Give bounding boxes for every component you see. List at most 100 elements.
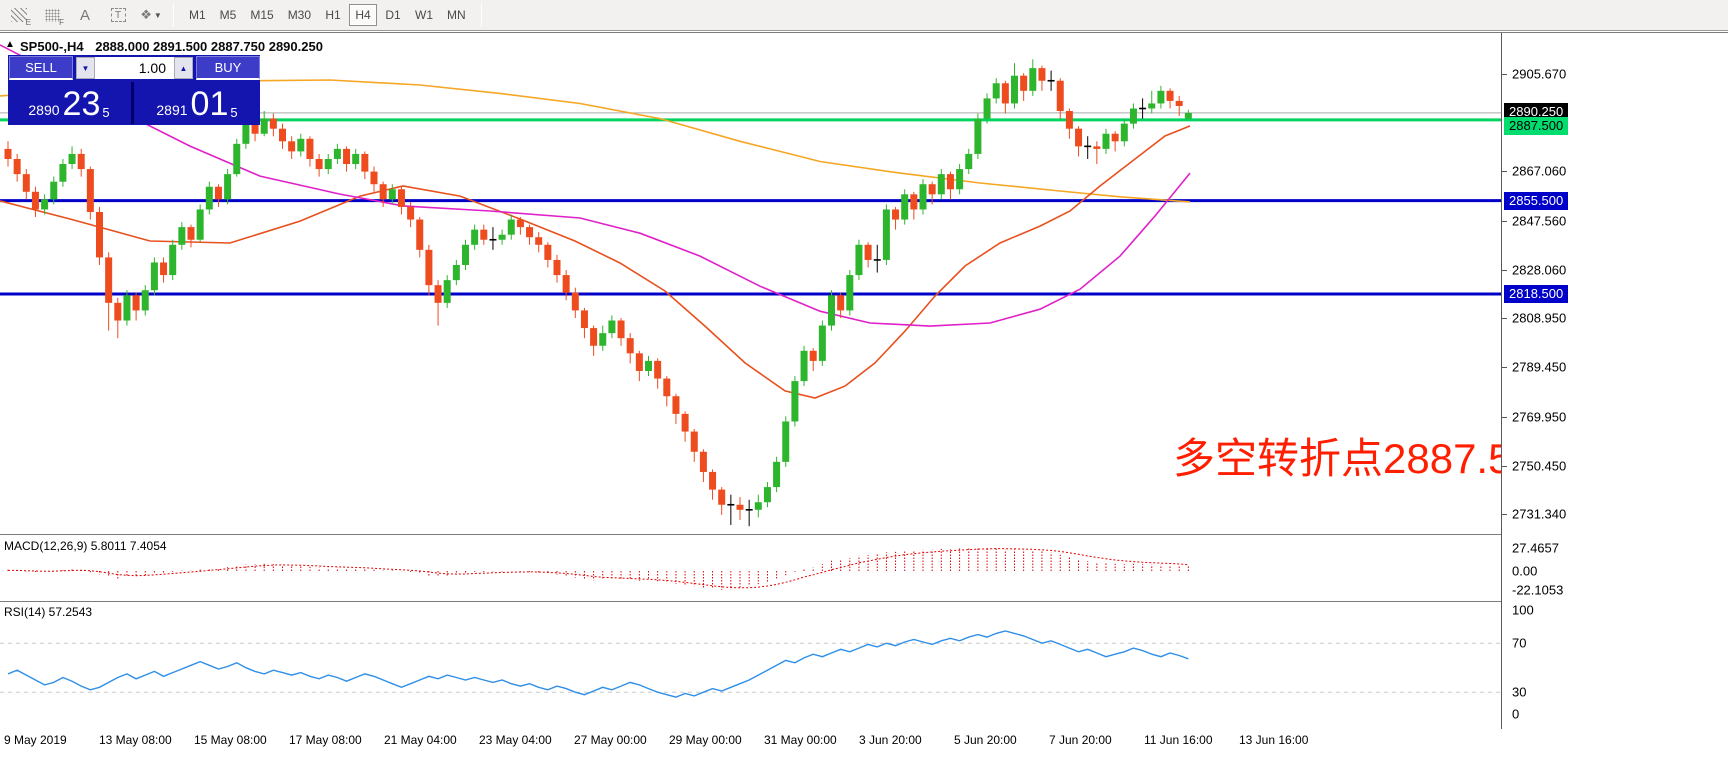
candle-body [1120,123,1128,142]
candle-body [443,280,451,303]
candle-body [306,138,314,159]
price-tick-label: 2905.670 [1512,66,1567,82]
volume-input[interactable]: 1.00 [95,57,174,79]
axis-tick-mark [1502,367,1507,368]
candle-body [635,353,643,371]
toolbar-separator [173,3,174,27]
time-axis[interactable]: 9 May 2019 13 May 08:00 15 May 08:00 17 May… [0,729,1728,751]
candle-body [882,209,890,260]
price-badge-2887.500: 2887.500 [1504,117,1569,135]
candle-body [910,194,918,210]
timeframe-button-d1[interactable]: D1 [385,8,401,22]
axis-tick-mark [1502,514,1507,515]
candle-body [672,396,680,414]
candle-body [892,209,900,220]
candle-body [1065,111,1073,129]
candle-body [626,338,634,354]
candle-body [782,421,790,462]
candle-body [50,181,58,200]
toolbar: E F A T ❖ ▼ M1 M5 M15 M30 H1 H4 D1 W1 MN [0,0,1728,31]
candle-body [864,244,872,260]
candle-body [251,123,259,134]
shapes-icon[interactable]: ❖ ▼ [140,7,162,22]
candle-body [571,292,579,311]
chart-window[interactable]: ▲ SP500-,H4 2888.000 2891.500 2887.750 2… [0,32,1728,751]
candle-body [22,174,30,192]
candle-body [4,148,12,159]
candle-body [590,328,598,346]
candle-body [233,143,241,175]
text-box-icon[interactable]: T [104,3,132,27]
buy-button[interactable]: BUY [196,56,260,80]
macd-pane[interactable] [0,536,1501,601]
candle-body [361,153,369,172]
candle-body [498,234,506,240]
timeframe-button-m30[interactable]: M30 [287,8,312,22]
price-badge-2890.250: 2890.250 [1504,103,1569,121]
candle-body [77,153,85,170]
time-axis-label: 15 May 08:00 [194,733,267,747]
candle-body [1056,80,1064,112]
candle-body [608,320,616,334]
symbol-name: SP500-,H4 [20,39,84,54]
candle-body [324,158,332,170]
volume-increase-button[interactable]: ▲ [174,57,193,79]
pane-divider-1[interactable] [0,534,1728,535]
timeframe-button-m15[interactable]: M15 [250,8,274,22]
candle-body [645,360,652,371]
price-divider [131,82,134,124]
toolbar-separator-2 [480,3,482,27]
candle-body [407,206,415,220]
rsi-pane[interactable] [0,602,1501,729]
candle-body [397,189,405,207]
candle-body [1129,108,1137,124]
time-axis-label: 3 Jun 20:00 [859,733,922,747]
candle-body [1184,112,1192,119]
candle-body [187,227,195,240]
axis-tick-mark [1502,221,1507,222]
candle-body [169,244,177,276]
candle-body [471,229,479,245]
chart-annotation-text[interactable]: 多空转折点2887.5 [1173,435,1512,482]
sell-price[interactable]: 2890 23 5 [8,82,130,124]
main-price-pane[interactable] [0,34,1501,534]
price-tick-label: 2750.450 [1512,458,1567,474]
candle-body [919,184,927,210]
candle-body [1166,90,1174,101]
objects-grid-icon[interactable]: F [38,3,66,27]
candle-body [452,264,460,281]
text-label-icon[interactable]: A [79,6,90,24]
timeframe-button-mn[interactable]: MN [447,8,466,22]
candle-body [205,186,213,210]
timeframe-button-w1[interactable]: W1 [415,8,434,22]
sell-button[interactable]: SELL [9,56,73,80]
candle-body [535,237,543,245]
time-axis-label: 29 May 00:00 [669,733,742,747]
candle-body [214,186,222,200]
timeframe-button-h1[interactable]: H1 [325,8,341,22]
candle-body [507,219,515,235]
axis-tick-mark [1502,466,1507,467]
price-axis[interactable]: 2905.670 2867.060 2847.560 2828.060 2808.950… [1501,33,1728,751]
candle-body [828,295,835,326]
candle-body [901,194,909,220]
candle-body [699,451,707,472]
candle-body [1093,146,1101,149]
candle-body [178,227,186,245]
timeframe-button-m1[interactable]: M1 [189,8,206,22]
axis-tick-mark [1502,417,1507,418]
pane-divider-2[interactable] [0,601,1728,602]
time-axis-label: 13 May 08:00 [99,733,172,747]
candle-body [150,262,158,291]
indicators-icon[interactable]: E [5,3,33,27]
volume-decrease-button[interactable]: ▼ [76,57,95,79]
chevron-down-icon[interactable]: ▼ [153,10,162,20]
timeframe-button-m5[interactable]: M5 [219,8,237,22]
candle-body [855,244,863,276]
buy-price[interactable]: 2891 01 5 [136,82,258,124]
timeframe-button-h4[interactable]: H4 [349,4,378,26]
candle-body [937,174,945,195]
candle-body [818,325,826,361]
candle-body [1011,75,1018,104]
candle-body [681,413,689,432]
